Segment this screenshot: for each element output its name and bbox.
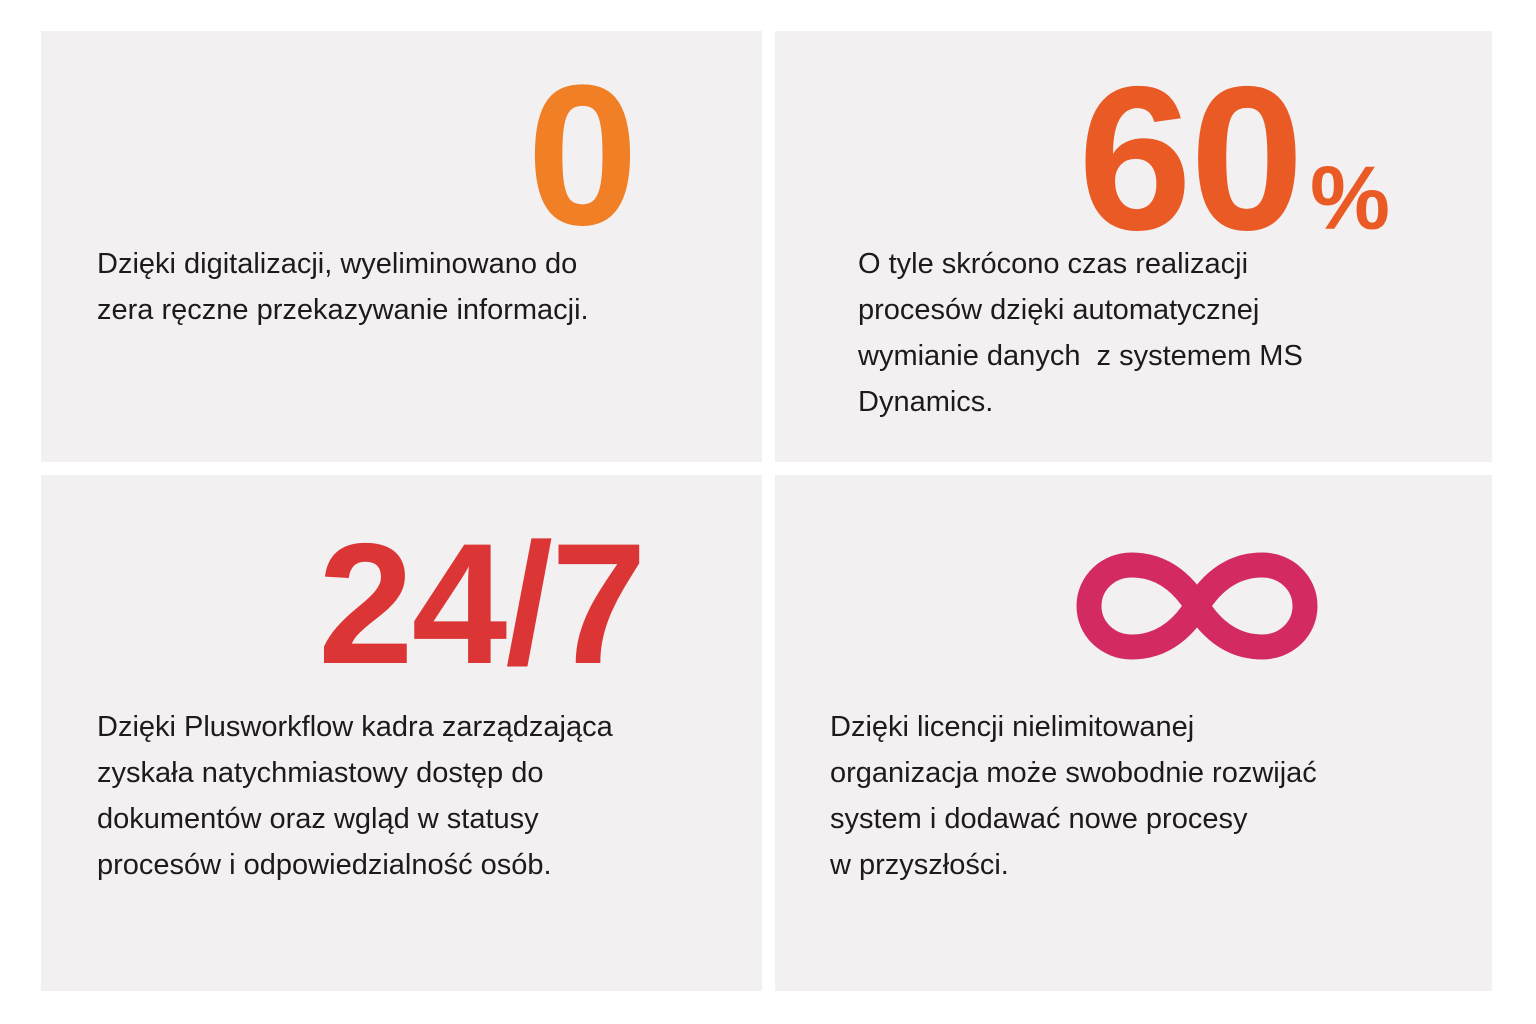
infinity-icon (1076, 552, 1318, 660)
description-line: procesów dzięki automatycznej (858, 294, 1260, 326)
description-line: Dzięki digitalizacji, wyeliminowano do (97, 248, 578, 280)
stat-value: 0 (527, 44, 638, 267)
stat-card-infinity: Dzięki licencji nielimitowanej organizac… (775, 475, 1492, 991)
stat-card-sixty-percent: 60% O tyle skrócono czas realizacji proc… (775, 31, 1492, 462)
description-line: Dzięki Plusworkflow kadra zarządzająca (97, 711, 613, 743)
stat-value: 60 (1078, 44, 1304, 273)
description-line: Dzięki licencji nielimitowanej (830, 711, 1195, 743)
stat-card-24-7: 24/7 Dzięki Plusworkflow kadra zarządzaj… (41, 475, 762, 991)
stat-unit: % (1310, 149, 1391, 249)
stat-description: Dzięki Plusworkflow kadra zarządzająca z… (97, 704, 613, 888)
description-line: w przyszłości. (830, 849, 1009, 881)
description-line: Dynamics. (858, 386, 994, 418)
description-line: dokumentów oraz wgląd w statusy (97, 803, 539, 835)
description-line: organizacja może swobodnie rozwijać (830, 757, 1317, 789)
stat-description: O tyle skrócono czas realizacji procesów… (858, 241, 1303, 425)
description-line: wymianie danych z systemem MS (858, 340, 1303, 372)
stat-value-group: 60% (1078, 56, 1390, 261)
description-line: procesów i odpowiedzialność osób. (97, 849, 552, 881)
stat-description: Dzięki licencji nielimitowanej organizac… (830, 704, 1317, 888)
description-line: zyskała natychmiastowy dostęp do (97, 757, 544, 789)
stat-card-zero: 0 Dzięki digitalizacji, wyeliminowano do… (41, 31, 762, 462)
description-line: system i dodawać nowe procesy (830, 803, 1248, 835)
description-line: O tyle skrócono czas realizacji (858, 248, 1249, 280)
stat-value: 24/7 (318, 508, 647, 700)
stat-description: Dzięki digitalizacji, wyeliminowano do z… (97, 241, 589, 333)
description-line: zera ręczne przekazywanie informacji. (97, 294, 589, 326)
